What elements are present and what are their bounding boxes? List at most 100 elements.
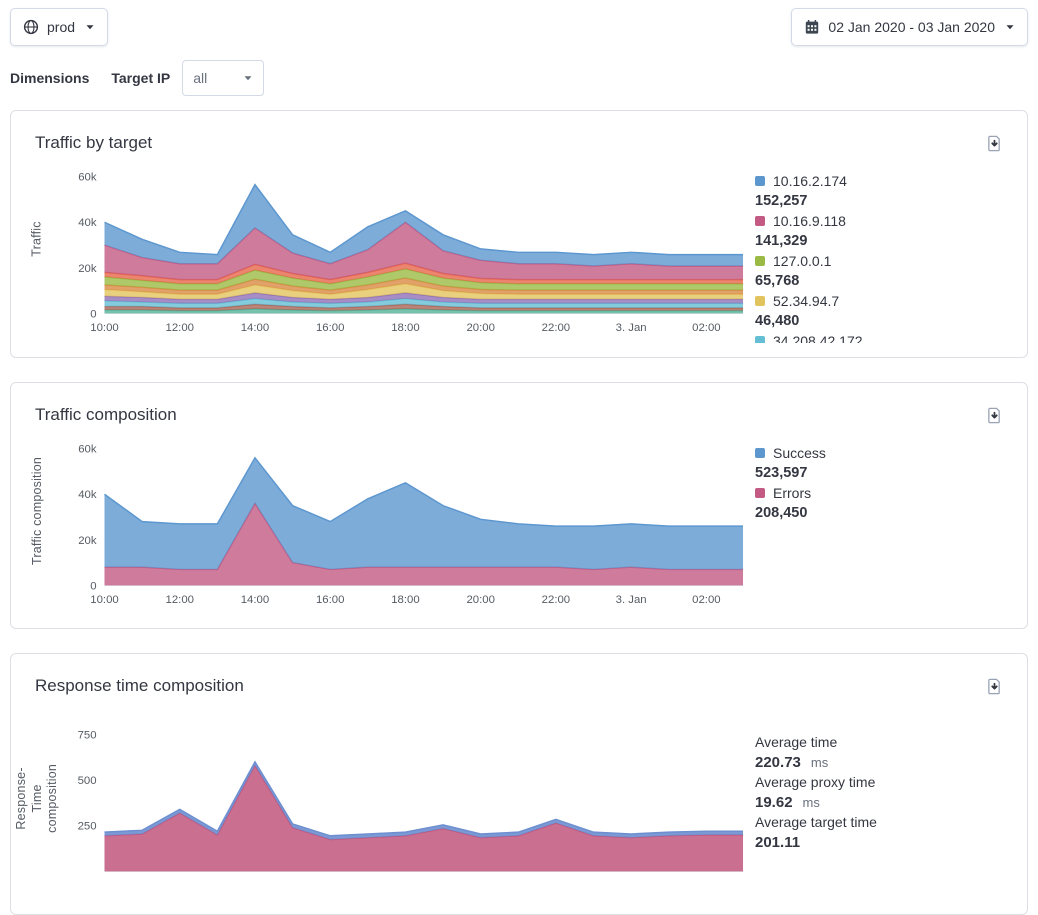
legend-item[interactable]: 10.16.9.118 bbox=[755, 211, 1019, 231]
legend-item[interactable]: 127.0.0.1 bbox=[755, 251, 1019, 271]
filters-bar: Dimensions Target IP all bbox=[10, 60, 1028, 96]
stat-value-row: 201.11 bbox=[755, 832, 1019, 852]
stat-value-row: 19.62 ms bbox=[755, 792, 1019, 812]
legend-swatch bbox=[755, 296, 765, 306]
top-toolbar: prod 02 Jan 2020 - 03 Jan 2020 bbox=[0, 0, 1038, 46]
target-ip-value: all bbox=[193, 70, 208, 86]
y-axis-title: Traffic bbox=[30, 221, 44, 257]
legend-item[interactable]: 10.16.2.174 bbox=[755, 171, 1019, 191]
axis-tick-label: 20:00 bbox=[466, 322, 494, 334]
y-axis-title: Traffic composition bbox=[30, 456, 45, 565]
legend-swatch bbox=[755, 256, 765, 266]
axis-tick-label: 02:00 bbox=[692, 322, 720, 334]
environment-label: prod bbox=[47, 19, 76, 35]
card-response-time-composition: Response time composition Response-Time … bbox=[10, 653, 1028, 915]
chart-legend: 10.16.2.174 152,257 10.16.9.118 141,329 127.… bbox=[755, 163, 1019, 343]
axis-tick-label: 0 bbox=[90, 308, 96, 320]
axis-tick-label: 3. Jan bbox=[616, 594, 647, 606]
axis-tick-label: 02:00 bbox=[692, 594, 720, 606]
card-traffic-composition: Traffic composition Traffic composition … bbox=[10, 382, 1028, 629]
legend-swatch bbox=[755, 216, 765, 226]
axis-tick-label: 16:00 bbox=[316, 594, 344, 606]
axis-tick-label: 60k bbox=[78, 444, 97, 456]
chart-stats: Average time 220.73 ms Average proxy time 19… bbox=[755, 724, 1019, 900]
axis-tick-label: 20:00 bbox=[466, 594, 494, 606]
stat-unit: ms bbox=[802, 795, 820, 810]
legend-item[interactable]: 34.208.42.172 bbox=[755, 331, 1019, 343]
legend-item[interactable]: 52.34.94.7 bbox=[755, 291, 1019, 311]
card-title: Response time composition bbox=[35, 676, 244, 695]
axis-tick-label: 18:00 bbox=[391, 594, 419, 606]
globe-icon bbox=[23, 19, 39, 35]
stat-value: 220.73 bbox=[755, 754, 801, 771]
axis-tick-label: 250 bbox=[78, 821, 97, 833]
axis-tick-label: 18:00 bbox=[391, 322, 419, 334]
legend-label: 10.16.2.174 bbox=[773, 173, 847, 189]
legend-value: 208,450 bbox=[755, 505, 808, 521]
legend-item[interactable]: Errors bbox=[755, 483, 1019, 503]
response-time-chart[interactable]: 250 500 750 bbox=[55, 724, 745, 900]
legend-value: 65,768 bbox=[755, 273, 800, 289]
legend-swatch bbox=[755, 488, 765, 498]
axis-tick-label: 10:00 bbox=[90, 322, 118, 334]
download-icon[interactable] bbox=[986, 678, 1003, 695]
calendar-icon bbox=[804, 19, 820, 35]
legend-label: 52.34.94.7 bbox=[773, 293, 840, 309]
axis-tick-label: 12:00 bbox=[166, 322, 194, 334]
axis-tick-label: 40k bbox=[78, 489, 97, 501]
legend-swatch bbox=[755, 176, 765, 186]
chart-legend: Success 523,597 Errors 208,450 bbox=[755, 435, 1019, 614]
target-ip-label: Target IP bbox=[111, 70, 171, 86]
stat-label: Average time bbox=[755, 734, 838, 750]
chevron-down-icon bbox=[243, 73, 253, 83]
legend-label: Success bbox=[773, 445, 826, 461]
axis-tick-label: 500 bbox=[78, 775, 97, 787]
axis-tick-label: 14:00 bbox=[241, 322, 269, 334]
card-title: Traffic composition bbox=[35, 405, 177, 424]
axis-tick-label: 10:00 bbox=[90, 594, 118, 606]
legend-label: 127.0.0.1 bbox=[773, 253, 832, 269]
card-title: Traffic by target bbox=[35, 133, 153, 152]
legend-swatch bbox=[755, 336, 765, 343]
date-range-picker[interactable]: 02 Jan 2020 - 03 Jan 2020 bbox=[791, 8, 1028, 46]
chevron-down-icon bbox=[1005, 22, 1015, 32]
axis-tick-label: 22:00 bbox=[542, 594, 570, 606]
axis-tick-label: 60k bbox=[78, 172, 97, 184]
axis-tick-label: 3. Jan bbox=[616, 322, 647, 334]
stat-value-row: 220.73 ms bbox=[755, 752, 1019, 772]
traffic-by-target-chart[interactable]: 0 20k 40k 60k 10:00 12:00 14:00 16:00 18:00 20:00… bbox=[55, 163, 745, 342]
stat-label: Average proxy time bbox=[755, 774, 876, 790]
y-axis-title: Response-Time composition bbox=[13, 763, 59, 833]
chevron-down-icon bbox=[85, 22, 95, 32]
axis-tick-label: 20k bbox=[78, 263, 97, 275]
legend-label: 34.208.42.172 bbox=[773, 333, 863, 343]
legend-value: 152,257 bbox=[755, 193, 808, 209]
legend-swatch bbox=[755, 448, 765, 458]
axis-tick-label: 40k bbox=[78, 217, 97, 229]
stat-unit: ms bbox=[810, 755, 829, 770]
legend-value: 523,597 bbox=[755, 465, 808, 481]
legend-value: 141,329 bbox=[755, 233, 808, 249]
legend-label: Errors bbox=[773, 485, 812, 501]
stat-value: 19.62 bbox=[755, 794, 793, 811]
environment-selector[interactable]: prod bbox=[10, 8, 109, 46]
legend-label: 10.16.9.118 bbox=[773, 213, 846, 229]
traffic-composition-chart[interactable]: 0 20k 40k 60k 10:00 12:00 14:00 16:00 18:00 20:00… bbox=[55, 435, 745, 614]
card-traffic-by-target: Traffic by target Traffic 0 20k 40k 60k 10:0… bbox=[10, 110, 1028, 358]
stat-label: Average target time bbox=[755, 814, 877, 830]
download-icon[interactable] bbox=[986, 407, 1003, 424]
legend-item[interactable]: Success bbox=[755, 443, 1019, 463]
dimensions-label: Dimensions bbox=[10, 70, 90, 86]
legend-value: 46,480 bbox=[755, 313, 800, 329]
target-ip-select[interactable]: all bbox=[182, 60, 265, 96]
axis-tick-label: 14:00 bbox=[241, 594, 269, 606]
download-icon[interactable] bbox=[986, 135, 1003, 152]
axis-tick-label: 22:00 bbox=[542, 322, 570, 334]
axis-tick-label: 750 bbox=[78, 729, 97, 741]
axis-tick-label: 12:00 bbox=[166, 594, 194, 606]
stat-value: 201.11 bbox=[755, 834, 801, 851]
date-range-label: 02 Jan 2020 - 03 Jan 2020 bbox=[828, 19, 995, 35]
axis-tick-label: 16:00 bbox=[316, 322, 344, 334]
axis-tick-label: 0 bbox=[90, 580, 96, 592]
axis-tick-label: 20k bbox=[78, 535, 97, 547]
